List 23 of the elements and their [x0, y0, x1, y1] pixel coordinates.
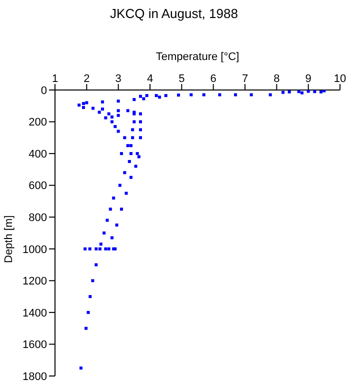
x-tick-label: 1	[52, 73, 58, 85]
x-tick-label: 3	[115, 73, 122, 85]
y-tick-label: 1800	[22, 370, 47, 383]
y-tick-label: 200	[28, 116, 47, 129]
chart-title: JKCQ in August, 1988	[109, 6, 239, 21]
y-tick-label: 1000	[22, 244, 47, 256]
x-tick-label: 8	[274, 73, 280, 85]
x-tick-label: 6	[210, 73, 216, 85]
y-tick-label: 1400	[22, 307, 47, 320]
x-tick-label: 2	[84, 73, 90, 85]
y-tick-label: 0	[40, 84, 47, 97]
y-tick-label: 600	[28, 180, 47, 192]
y-tick-label: 1600	[22, 339, 47, 352]
x-tick-label: 5	[178, 73, 185, 85]
x-tick-label: 7	[242, 73, 248, 85]
y-axis-title: Depth [m]	[2, 215, 15, 263]
x-tick-label: 4	[146, 73, 154, 85]
x-tick-label: 10	[334, 73, 346, 85]
x-axis-title: Temperature [°C]	[156, 50, 240, 63]
y-tick-label: 1200	[22, 276, 47, 288]
y-tick-label: 400	[28, 148, 47, 160]
x-tick-label: 9	[305, 73, 312, 85]
y-tick-label: 800	[28, 212, 47, 224]
